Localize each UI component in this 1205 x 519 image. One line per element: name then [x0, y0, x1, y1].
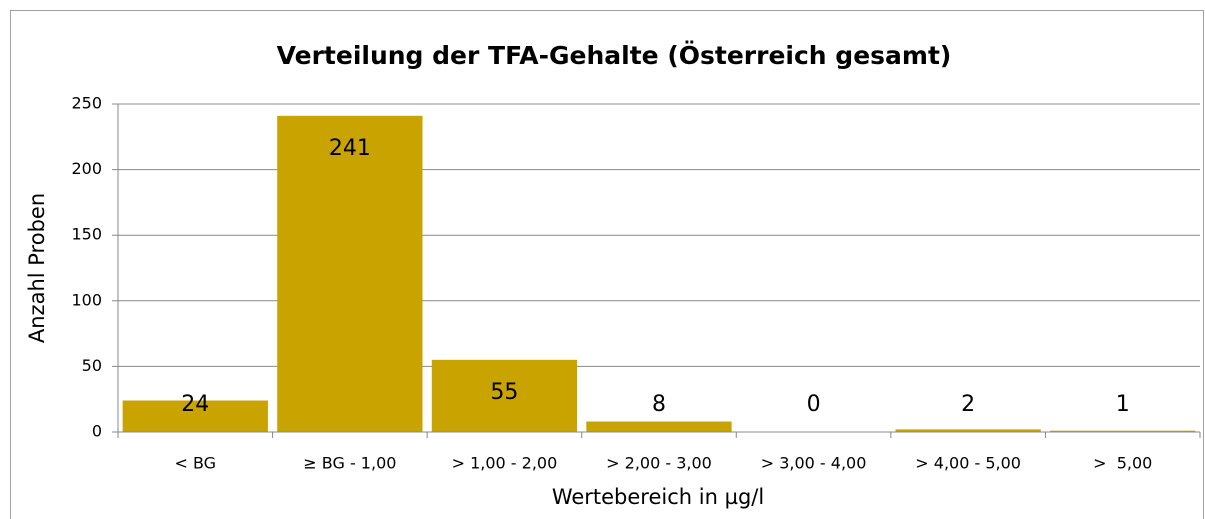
- data-label: 1: [1116, 392, 1130, 417]
- x-tick-label: > 3,00 - 4,00: [761, 454, 867, 473]
- data-label: 2: [961, 392, 975, 417]
- x-tick-label: ≥ BG - 1,00: [303, 454, 396, 473]
- y-tick-label: 250: [71, 94, 102, 113]
- bar: [586, 421, 732, 432]
- y-axis-title: Anzahl Proben: [25, 193, 49, 343]
- y-tick-label: 200: [71, 159, 102, 178]
- bar: [1050, 430, 1196, 432]
- data-label: 55: [490, 380, 518, 405]
- x-tick-label: < BG: [174, 454, 216, 473]
- data-label: 8: [652, 392, 666, 417]
- y-tick-label: 150: [71, 225, 102, 244]
- y-tick-label: 0: [92, 422, 102, 441]
- data-label: 0: [807, 392, 821, 417]
- y-tick-label: 100: [71, 290, 102, 309]
- x-tick-label: > 2,00 - 3,00: [606, 454, 712, 473]
- bar: [895, 429, 1041, 432]
- x-axis-title: Wertebereich in µg/l: [552, 485, 764, 509]
- x-tick-label: > 1,00 - 2,00: [452, 454, 558, 473]
- bar: [122, 400, 268, 432]
- y-tick-label: 50: [82, 356, 102, 375]
- bar: [431, 359, 578, 432]
- data-label: 241: [329, 136, 371, 161]
- bar: [277, 115, 423, 433]
- x-tick-label: > 4,00 - 5,00: [915, 454, 1021, 473]
- data-label: 24: [181, 392, 209, 417]
- chart-frame: [10, 10, 1204, 519]
- x-tick-label: > 5,00: [1093, 454, 1152, 473]
- chart-title: Verteilung der TFA-Gehalte (Österreich g…: [277, 40, 952, 70]
